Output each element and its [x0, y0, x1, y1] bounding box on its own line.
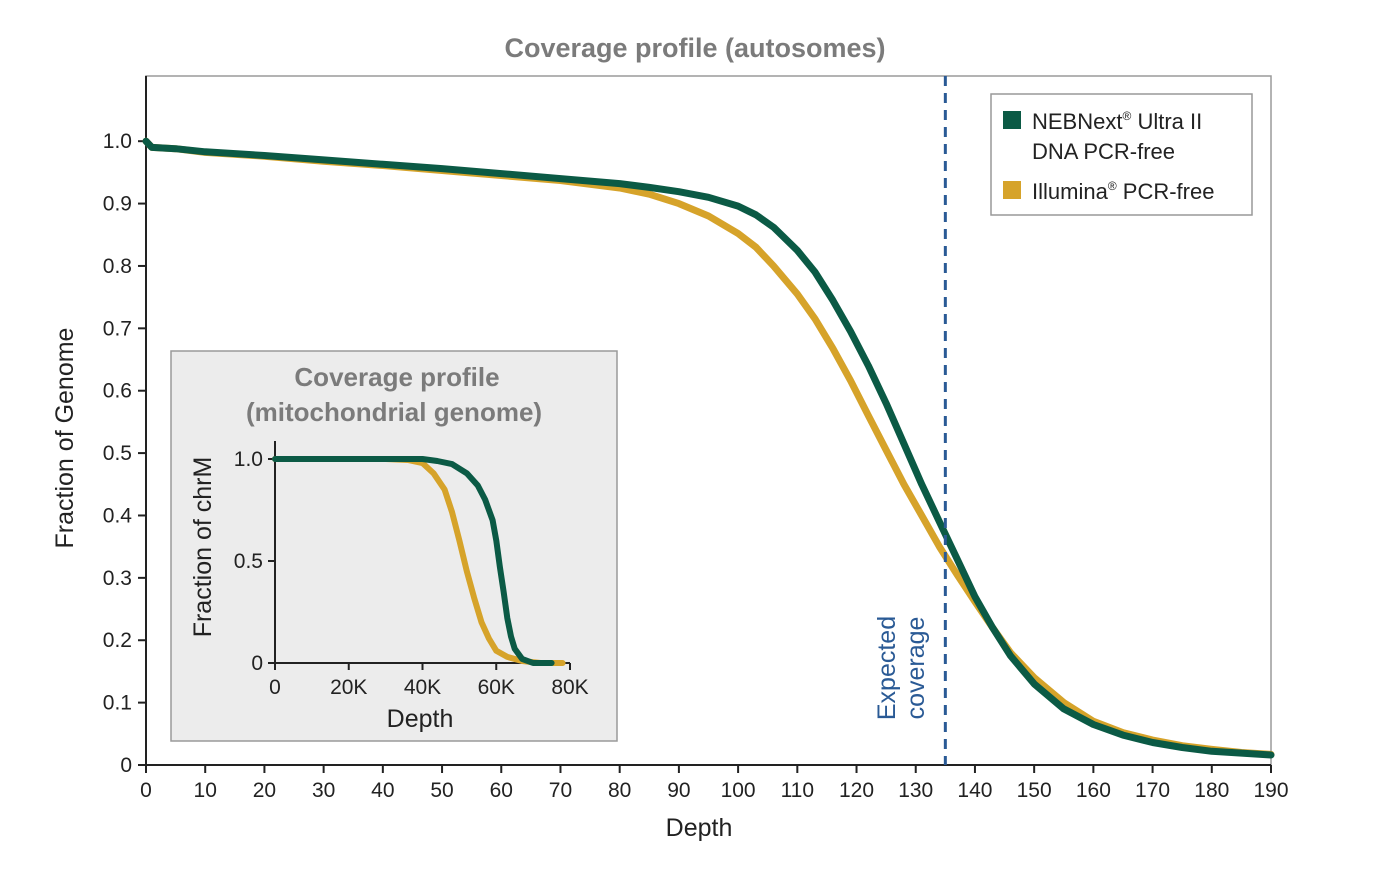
- x-tick-label: 40: [371, 779, 394, 802]
- main-series-group: [142, 137, 1275, 759]
- inset-x-axis-label: Depth: [387, 705, 454, 733]
- expected-coverage-label: Expected coverage: [873, 616, 930, 720]
- legend-label-neb-line2: DNA PCR-free: [1032, 139, 1175, 164]
- x-tick-label: 150: [1017, 779, 1052, 802]
- legend-label-illumina: Illumina® PCR-free: [1032, 179, 1214, 204]
- legend-label-neb: NEBNext® Ultra II: [1032, 109, 1202, 134]
- series-line-neb: [142, 137, 1275, 759]
- legend-swatch-illumina: [1003, 181, 1021, 199]
- inset-x-tick-label: 40K: [404, 676, 441, 699]
- y-tick-label: 0.2: [103, 629, 132, 652]
- x-tick-label: 30: [312, 779, 335, 802]
- inset-panel: [170, 350, 618, 742]
- x-tick-label: 130: [898, 779, 933, 802]
- legend: NEBNext® Ultra II DNA PCR-free Illumina®…: [990, 93, 1253, 216]
- inset-x-tick-label: 20K: [330, 676, 367, 699]
- inset-x-axis-ticks: 0 20K 40K 60K 80K: [269, 663, 589, 699]
- x-tick-label: 10: [194, 779, 217, 802]
- y-tick-label: 0.8: [103, 255, 132, 278]
- x-tick-label: 50: [430, 779, 453, 802]
- inset-x-tick-label: 0: [269, 676, 281, 699]
- inset-chart: Coverage profile (mitochondrial genome) …: [170, 350, 618, 742]
- x-tick-label: 90: [667, 779, 690, 802]
- legend-box: [990, 93, 1253, 216]
- expected-coverage-text-2: coverage: [902, 617, 930, 720]
- x-axis-ticks: 0 10 20 30 40 50 60 70 80 90 100 110 120 130 140 150 160…: [140, 765, 1289, 802]
- y-tick-label: 0.3: [103, 567, 132, 590]
- inset-title-line2: (mitochondrial genome): [246, 397, 542, 427]
- y-axis-ticks: 0 0.1 0.2 0.3 0.4 0.5 0.6 0.7 0.8 0.9 1.0: [103, 130, 146, 777]
- inset-series-line-neb: [272, 456, 555, 666]
- chart-title: Coverage profile (autosomes): [504, 33, 885, 63]
- legend-swatch-neb: [1003, 111, 1021, 129]
- x-axis-label: Depth: [666, 814, 733, 842]
- x-tick-label: 190: [1253, 779, 1288, 802]
- y-axis-label: Fraction of Genome: [51, 328, 79, 549]
- x-tick-label: 0: [140, 779, 152, 802]
- inset-y-tick-label: 0.5: [234, 550, 263, 573]
- inset-title-line1: Coverage profile: [294, 362, 499, 392]
- y-tick-label: 0.5: [103, 442, 132, 465]
- y-tick-label: 0: [120, 754, 132, 777]
- inset-y-axis-label: Fraction of chrM: [189, 457, 217, 638]
- inset-x-tick-label: 60K: [478, 676, 515, 699]
- inset-series-group: [272, 456, 566, 666]
- expected-coverage-text-1: Expected: [873, 616, 901, 720]
- inset-y-tick-label: 0: [251, 652, 263, 675]
- y-tick-label: 0.9: [103, 193, 132, 216]
- x-tick-label: 80: [608, 779, 631, 802]
- x-tick-label: 140: [957, 779, 992, 802]
- y-tick-label: 0.1: [103, 692, 132, 715]
- x-tick-label: 70: [549, 779, 572, 802]
- x-tick-label: 170: [1135, 779, 1170, 802]
- inset-y-tick-label: 1.0: [234, 448, 263, 471]
- y-tick-label: 0.4: [103, 504, 133, 527]
- x-tick-label: 100: [721, 779, 756, 802]
- x-tick-label: 120: [839, 779, 874, 802]
- x-tick-label: 180: [1194, 779, 1229, 802]
- x-tick-label: 160: [1076, 779, 1111, 802]
- y-tick-label: 1.0: [103, 130, 132, 153]
- x-tick-label: 60: [490, 779, 513, 802]
- y-tick-label: 0.6: [103, 380, 132, 403]
- inset-y-axis-ticks: 0 0.5 1.0: [234, 448, 275, 675]
- x-tick-label: 110: [781, 779, 814, 802]
- inset-series-line-illumina: [272, 456, 566, 666]
- y-tick-label: 0.7: [103, 317, 132, 340]
- inset-x-tick-label: 80K: [551, 676, 588, 699]
- x-tick-label: 20: [253, 779, 276, 802]
